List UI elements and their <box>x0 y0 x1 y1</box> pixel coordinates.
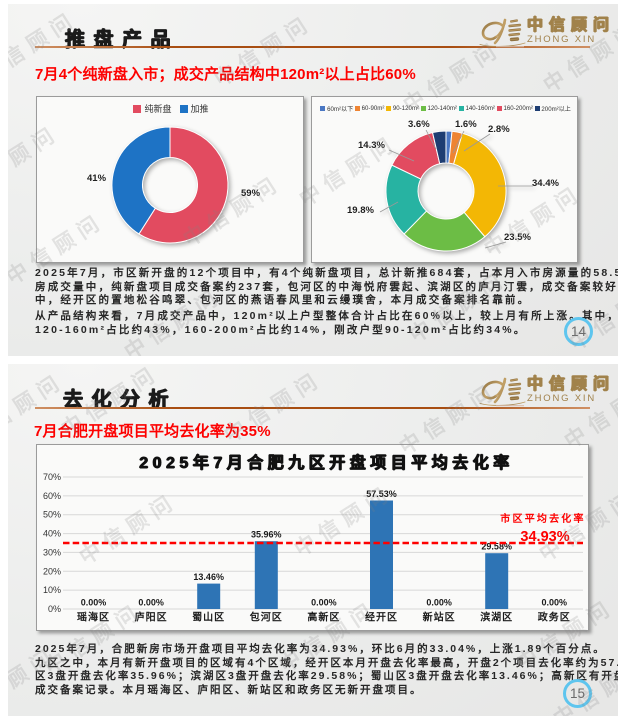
svg-text:57.53%: 57.53% <box>366 489 397 499</box>
svg-text:市区平均去化率: 市区平均去化率 <box>500 512 585 525</box>
svg-text:0.00%: 0.00% <box>81 598 107 608</box>
svg-text:瑶海区: 瑶海区 <box>77 611 110 624</box>
svg-text:包河区: 包河区 <box>250 611 283 624</box>
svg-text:滨湖区: 滨湖区 <box>480 611 513 624</box>
svg-text:经开区: 经开区 <box>365 611 398 624</box>
svg-text:35.96%: 35.96% <box>251 530 282 540</box>
svg-text:30%: 30% <box>43 547 61 557</box>
svg-text:29.58%: 29.58% <box>481 542 512 552</box>
svg-text:20%: 20% <box>43 566 61 576</box>
svg-text:0.00%: 0.00% <box>542 598 568 608</box>
svg-text:高新区: 高新区 <box>307 611 340 624</box>
svg-text:70%: 70% <box>43 472 61 482</box>
svg-text:庐阳区: 庐阳区 <box>135 611 168 624</box>
svg-text:34.93%: 34.93% <box>520 529 569 545</box>
svg-text:0.00%: 0.00% <box>138 598 164 608</box>
svg-text:10%: 10% <box>43 585 61 595</box>
svg-text:13.46%: 13.46% <box>193 572 224 582</box>
svg-text:60%: 60% <box>43 491 61 501</box>
svg-text:新站区: 新站区 <box>423 611 456 624</box>
svg-text:0.00%: 0.00% <box>426 598 452 608</box>
svg-text:0%: 0% <box>48 604 61 614</box>
svg-text:政务区: 政务区 <box>538 611 571 624</box>
svg-text:蜀山区: 蜀山区 <box>192 611 225 624</box>
svg-text:0.00%: 0.00% <box>311 598 337 608</box>
svg-text:50%: 50% <box>43 510 61 520</box>
svg-text:40%: 40% <box>43 529 61 539</box>
